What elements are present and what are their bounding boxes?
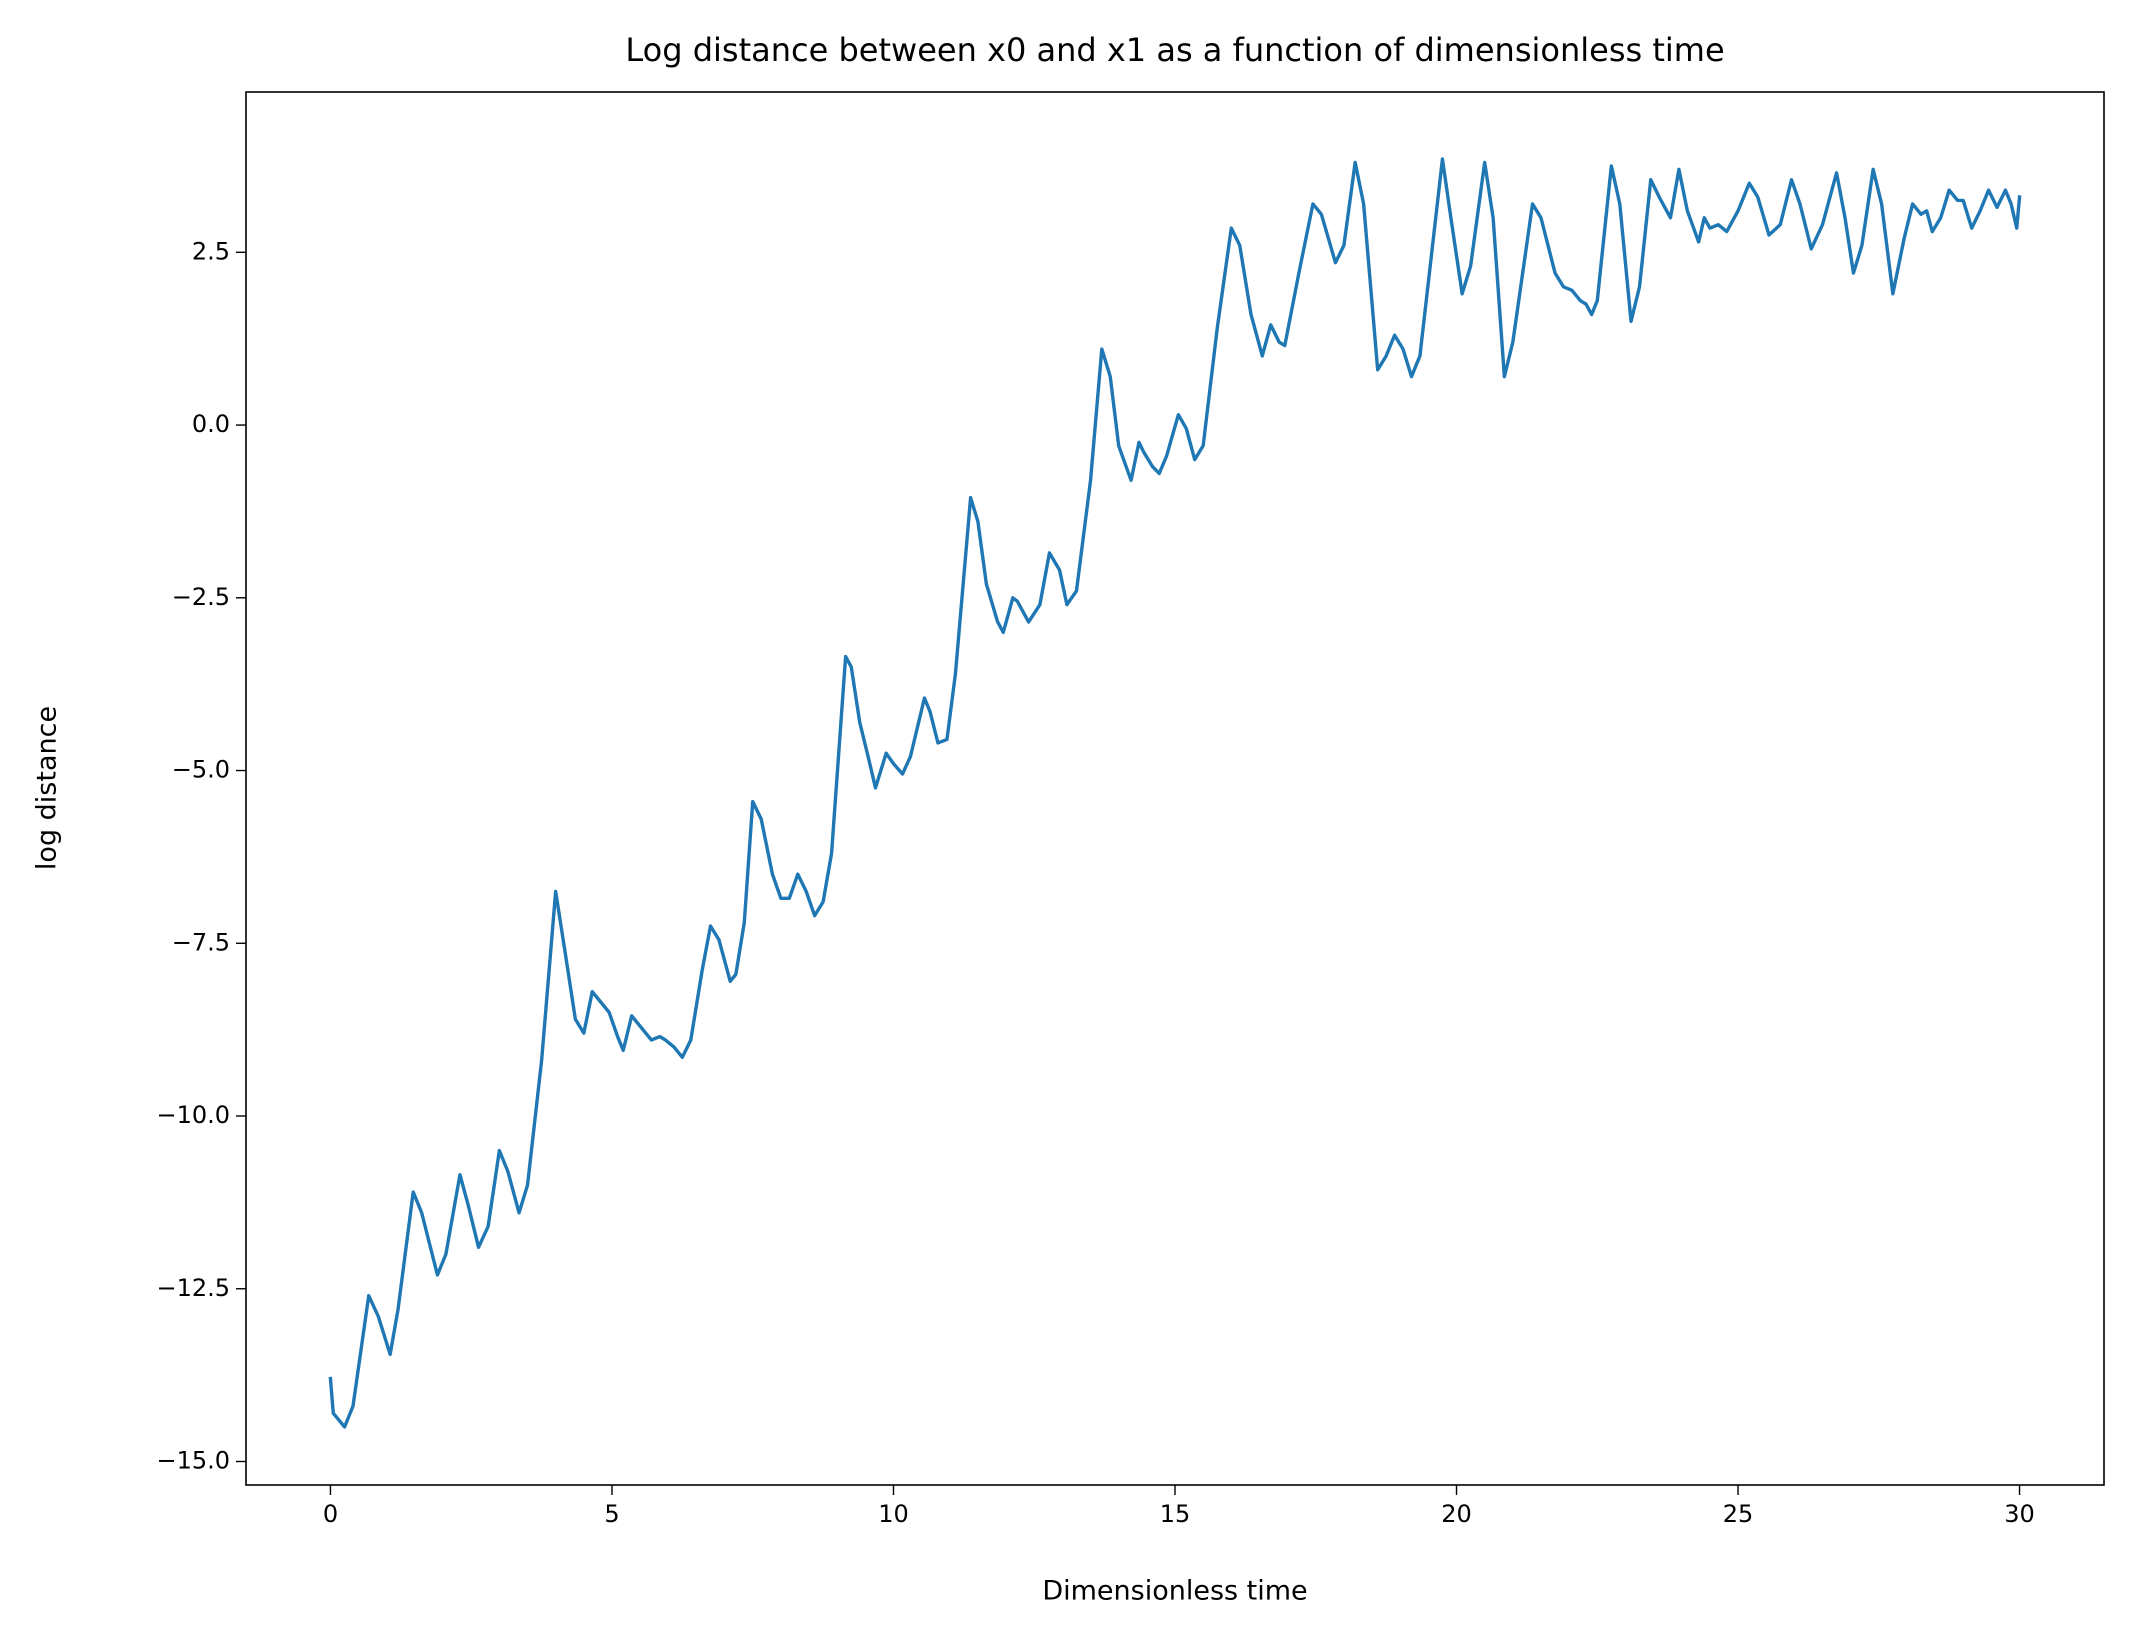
plot-frame xyxy=(245,91,2105,1486)
y-tick-label: −2.5 xyxy=(172,583,230,611)
y-tick-label: 0.0 xyxy=(192,410,230,438)
y-tick-label: −12.5 xyxy=(156,1274,230,1302)
x-tick-label: 30 xyxy=(2004,1500,2035,1528)
x-tick-label: 20 xyxy=(1441,1500,1472,1528)
y-tick-label: −15.0 xyxy=(156,1447,230,1475)
x-axis-label: Dimensionless time xyxy=(1042,1576,1307,1607)
y-axis-label: log distance xyxy=(32,706,63,870)
x-tick-label: 0 xyxy=(323,1500,338,1528)
x-tick-label: 15 xyxy=(1160,1500,1191,1528)
y-tick-label: −5.0 xyxy=(172,756,230,784)
x-tick-label: 10 xyxy=(878,1500,909,1528)
x-tick-label: 25 xyxy=(1723,1500,1754,1528)
y-tick-label: −10.0 xyxy=(156,1101,230,1129)
y-tick-label: −7.5 xyxy=(172,928,230,956)
x-tick-label: 5 xyxy=(604,1500,619,1528)
data-line xyxy=(328,157,2022,1429)
chart-title: Log distance between x0 and x1 as a func… xyxy=(625,31,1724,69)
y-tick-label: 2.5 xyxy=(192,237,230,265)
